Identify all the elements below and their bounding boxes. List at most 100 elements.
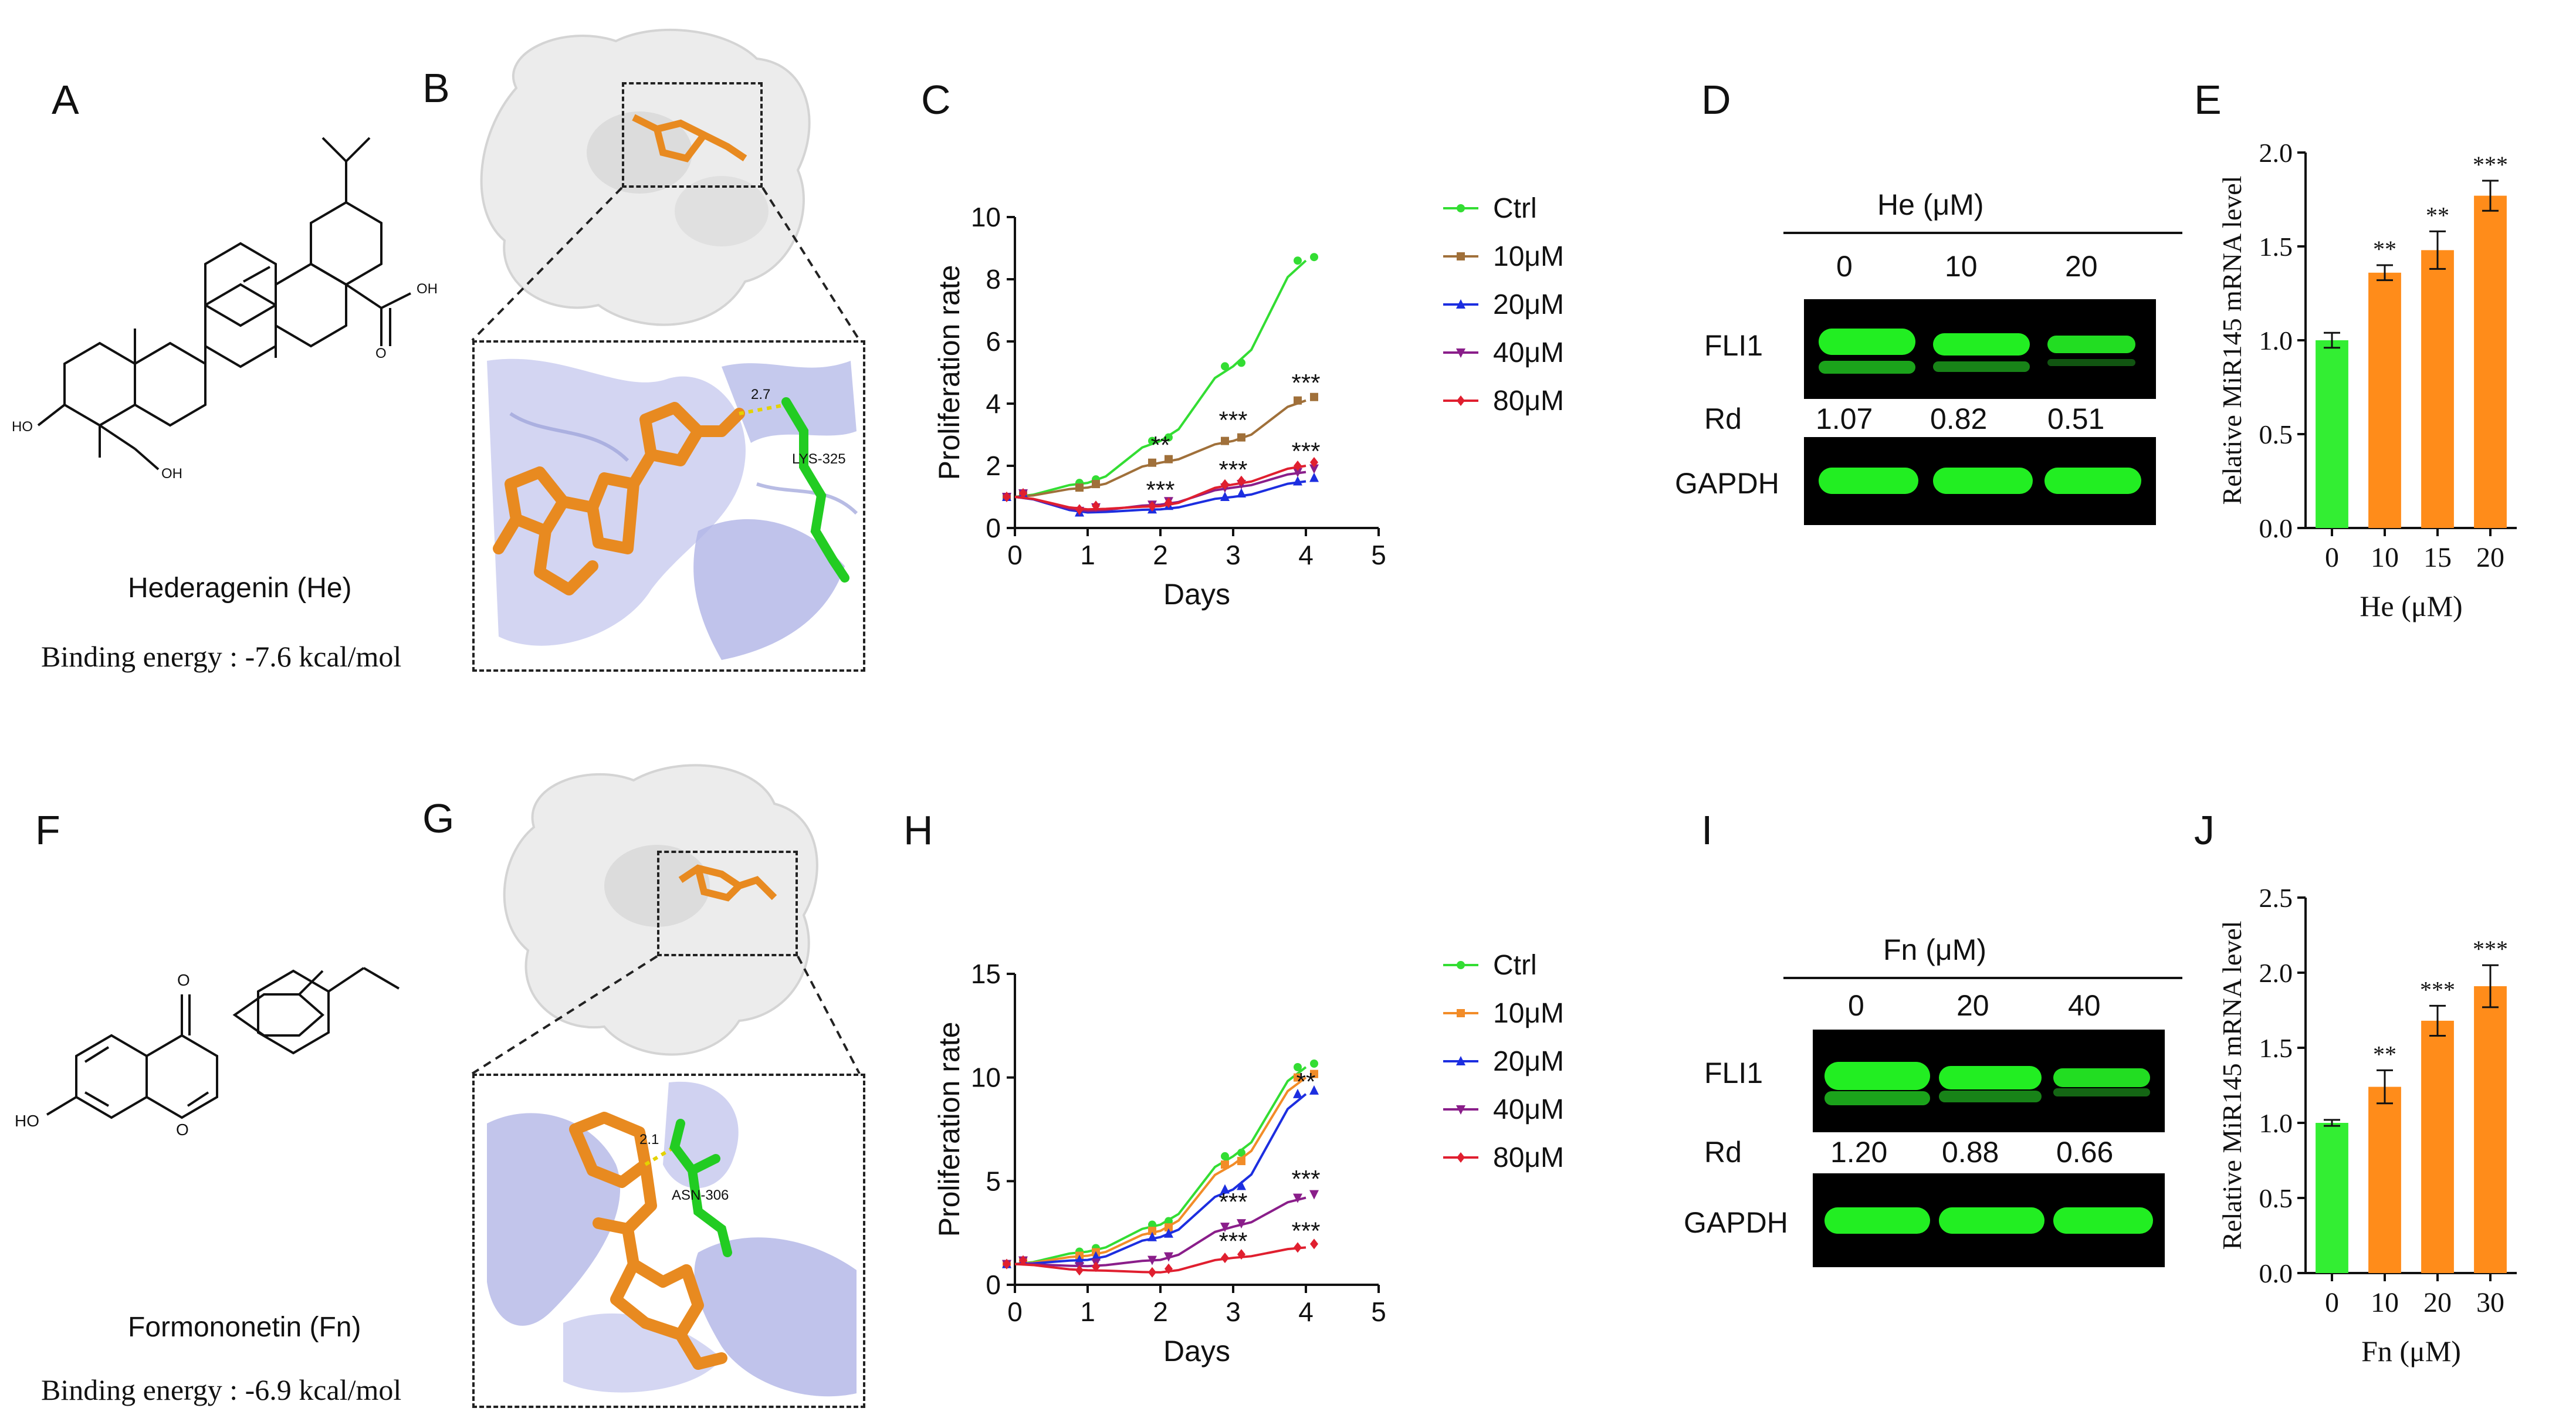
x-tick-label: 1 bbox=[1080, 540, 1095, 570]
atom-label-ring-oxygen: O bbox=[176, 1121, 189, 1139]
panel-letter-j: J bbox=[2194, 807, 2215, 853]
data-point bbox=[1310, 392, 1318, 401]
x-tick-label: 5 bbox=[1371, 540, 1386, 570]
data-point bbox=[1147, 1231, 1157, 1241]
atom-label-carbonyl: O bbox=[177, 971, 190, 989]
panel-letter-d: D bbox=[1701, 77, 1731, 123]
axes: 0 2 4 6 8 10 0 1 2 3 4 5 Days Proliferation rate bbox=[933, 202, 1386, 611]
panel-letter-i: I bbox=[1701, 807, 1713, 853]
blot-rd-value-d-0: 1.07 bbox=[1816, 402, 1873, 435]
distance-label-b: 2.7 bbox=[751, 387, 770, 402]
y-axis-label: Proliferation rate bbox=[933, 265, 966, 480]
y-tick-label: 5 bbox=[986, 1166, 1001, 1196]
data-point bbox=[1220, 492, 1230, 501]
docking-zoom-box-b bbox=[622, 82, 763, 188]
legend-entry: 80μM bbox=[1443, 1142, 1564, 1173]
data-point bbox=[1237, 1219, 1246, 1229]
data-point bbox=[1237, 1180, 1246, 1190]
data-point bbox=[1294, 1073, 1302, 1082]
data-point bbox=[1148, 458, 1156, 467]
y-tick-label: 0.0 bbox=[2259, 1258, 2293, 1288]
oh-label-23: OH bbox=[161, 466, 182, 482]
y-axis-label: Relative MiR145 mRNA level bbox=[2217, 176, 2247, 505]
x-tick-label: 20 bbox=[2423, 1287, 2452, 1318]
data-point bbox=[1294, 256, 1302, 265]
distance-label-g: 2.1 bbox=[639, 1132, 659, 1148]
series-line bbox=[1014, 465, 1306, 511]
x-tick-label: 10 bbox=[2371, 542, 2399, 573]
blot-target-label-d: FLI1 bbox=[1704, 329, 1763, 362]
data-point bbox=[1309, 1085, 1319, 1095]
data-point bbox=[1075, 504, 1084, 515]
docking-detail-drawing-b: 2.7 LYS-325 bbox=[487, 358, 858, 660]
data-point bbox=[1310, 1060, 1318, 1068]
data-point bbox=[1237, 358, 1245, 367]
data-point bbox=[1003, 1258, 1011, 1270]
data-point bbox=[1220, 1223, 1230, 1233]
data-point bbox=[1310, 1238, 1318, 1250]
data-point bbox=[1294, 1063, 1302, 1071]
x-tick-label: 10 bbox=[2371, 1287, 2399, 1318]
y-axis-label: Proliferation rate bbox=[933, 1022, 966, 1237]
panel-letter-a: A bbox=[52, 77, 79, 123]
data-point bbox=[1293, 468, 1302, 478]
bar-group: ** bbox=[2368, 236, 2401, 528]
x-tick-label: 30 bbox=[2476, 1287, 2504, 1318]
legend-entry: 20μM bbox=[1443, 289, 1564, 320]
data-point bbox=[1294, 1242, 1302, 1253]
residue-label-b: LYS-325 bbox=[792, 451, 846, 467]
data-point bbox=[1148, 1267, 1156, 1278]
data-point bbox=[1148, 1227, 1156, 1236]
data-point bbox=[1165, 455, 1173, 463]
data-point bbox=[1075, 1265, 1084, 1276]
data-point bbox=[1165, 1223, 1173, 1232]
data-point bbox=[1237, 1157, 1245, 1166]
series-3 bbox=[1002, 1085, 1319, 1268]
oh-label-3: HO bbox=[12, 419, 33, 435]
data-point bbox=[1221, 1152, 1229, 1160]
x-tick-label: 20 bbox=[2476, 542, 2504, 573]
series-line bbox=[1014, 1196, 1306, 1268]
legend-entry: 80μM bbox=[1443, 385, 1564, 417]
bar-group: *** bbox=[2473, 151, 2508, 529]
data-point bbox=[1147, 1255, 1157, 1265]
docking-zoom-box-g bbox=[657, 851, 798, 956]
significance-mark: *** bbox=[2473, 151, 2508, 178]
docking-overview-b bbox=[480, 28, 811, 326]
data-point bbox=[1221, 1160, 1229, 1169]
legend-marker bbox=[1457, 1152, 1465, 1163]
data-point bbox=[1237, 488, 1246, 497]
proliferation-chart-h: 0 5 10 15 0 1 2 3 4 5 Days Proliferation rate Ctrl 10… bbox=[933, 950, 1564, 1368]
blot-rd-value-i-1: 0.88 bbox=[1942, 1136, 1999, 1169]
legend-label: 40μM bbox=[1493, 1094, 1564, 1125]
blot-rd-label-d: Rd bbox=[1704, 402, 1742, 435]
data-point bbox=[1221, 1253, 1229, 1264]
legend-entry: 20μM bbox=[1443, 1046, 1564, 1077]
y-tick-label: 4 bbox=[986, 388, 1001, 419]
gapdh-blot-d bbox=[1804, 437, 2156, 525]
y-tick-label: 0.5 bbox=[2259, 1183, 2293, 1213]
data-point bbox=[1019, 1255, 1027, 1266]
y-tick-label: 1.5 bbox=[2259, 232, 2293, 262]
mir145-bar-chart-e: 0.0 0.5 1.0 1.5 2.0 0 10 15 20 He (μM) Relative Mi… bbox=[2217, 138, 2517, 622]
legend-marker bbox=[1456, 299, 1465, 309]
significance-mark: ** bbox=[2426, 202, 2449, 228]
legend-label: 10μM bbox=[1493, 241, 1564, 272]
series-line bbox=[1014, 1066, 1307, 1265]
data-point bbox=[1310, 457, 1318, 468]
data-point bbox=[1310, 253, 1318, 262]
bar bbox=[2421, 1020, 2454, 1273]
significance-mark: ** bbox=[2373, 236, 2396, 262]
blot-control-label-i: GAPDH bbox=[1684, 1206, 1788, 1239]
legend-entry: Ctrl bbox=[1443, 193, 1537, 224]
mir145-bar-chart-j: 0.0 0.5 1.0 1.5 2.0 2.5 0 10 20 30 Fn (μM) Relative… bbox=[2217, 883, 2517, 1368]
data-point bbox=[1309, 472, 1319, 482]
blot-rd-value-d-1: 0.82 bbox=[1930, 402, 1988, 435]
data-point bbox=[1294, 461, 1302, 471]
legend-entry: 40μM bbox=[1443, 1094, 1564, 1125]
significance-mark: *** bbox=[1291, 1217, 1320, 1244]
y-tick-label: 1.0 bbox=[2259, 326, 2293, 356]
data-point bbox=[1220, 1184, 1230, 1194]
y-tick-label: 10 bbox=[971, 1062, 1001, 1093]
blot-target-label-i: FLI1 bbox=[1704, 1057, 1763, 1089]
